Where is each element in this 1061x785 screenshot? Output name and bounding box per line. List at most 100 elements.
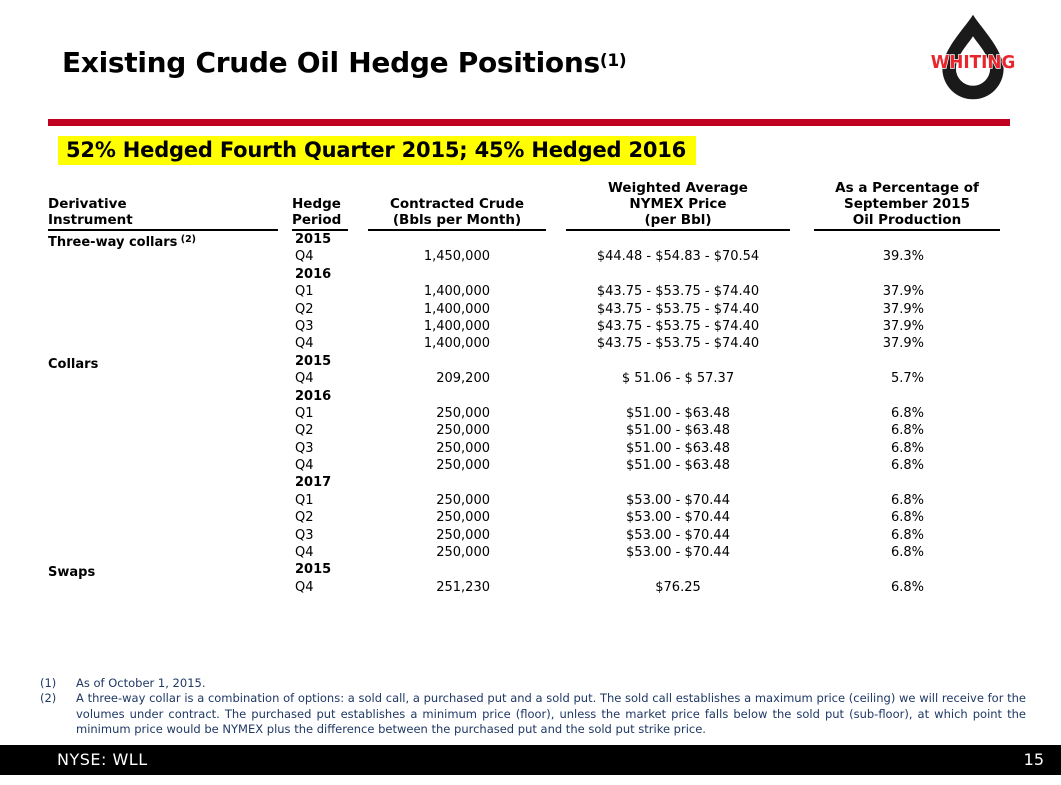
table-row: Q2 1,400,000 $43.75 - $53.75 - $74.40 37… (48, 301, 1000, 318)
table-body: Three-way collars (2) 2015 Q4 1,450,000 … (48, 231, 1000, 596)
table-row: 2016 (48, 266, 1000, 283)
cell-oil-production-pct: 6.8% (890, 405, 924, 421)
cell-hedge-period: Q1 (295, 492, 314, 508)
footnote: (2) A three-way collar is a combination … (40, 691, 1026, 737)
cell-derivative-instrument (48, 318, 278, 335)
cell-oil-production-pct (814, 388, 1000, 405)
cell-nymex-price: $44.48 - $54.83 - $70.54 (596, 249, 760, 265)
cell-contracted-crude: 209,200 (436, 371, 490, 387)
cell-hedge-period: 2017 (295, 475, 332, 491)
cell-nymex-price: $ 51.06 - $ 57.37 (621, 371, 735, 387)
footnote-text: A three-way collar is a combination of o… (76, 691, 1026, 737)
cell-derivative-instrument (48, 509, 278, 526)
cell-contracted-crude (368, 353, 546, 370)
table-row: Q4 1,450,000 $44.48 - $54.83 - $70.54 39… (48, 248, 1000, 265)
ticker-label: NYSE: WLL (57, 750, 148, 769)
cell-oil-production-pct: 6.8% (890, 510, 924, 526)
table-row: Q1 250,000 $53.00 - $70.44 6.8% (48, 492, 1000, 509)
table-row: Q2 250,000 $53.00 - $70.44 6.8% (48, 509, 1000, 526)
footnote-number: (2) (40, 691, 57, 706)
cell-hedge-period: 2015 (295, 353, 332, 369)
oil-drop-icon (942, 14, 1004, 100)
cell-hedge-period: Q4 (295, 249, 314, 265)
cell-nymex-price (566, 561, 790, 578)
cell-oil-production-pct: 39.3% (882, 249, 924, 265)
cell-nymex-price (566, 388, 790, 405)
cell-contracted-crude: 250,000 (436, 458, 490, 474)
cell-hedge-period: Q2 (295, 423, 314, 439)
cell-oil-production-pct (814, 474, 1000, 491)
cell-oil-production-pct (814, 231, 1000, 248)
table-row: 2017 (48, 474, 1000, 491)
cell-nymex-price (566, 266, 790, 283)
cell-nymex-price (566, 231, 790, 248)
cell-nymex-price: $51.00 - $63.48 (626, 423, 730, 439)
cell-nymex-price: $53.00 - $70.44 (626, 510, 730, 526)
cell-derivative-instrument (48, 370, 278, 387)
cell-derivative-instrument (48, 492, 278, 509)
cell-hedge-period: Q4 (295, 545, 314, 561)
cell-derivative-instrument (48, 527, 278, 544)
cell-nymex-price: $76.25 (655, 579, 701, 595)
table-row: Q3 250,000 $53.00 - $70.44 6.8% (48, 527, 1000, 544)
table-row: Q4 209,200 $ 51.06 - $ 57.37 5.7% (48, 370, 1000, 387)
cell-nymex-price: $53.00 - $70.44 (626, 545, 730, 561)
instrument-label: Three-way collars (48, 235, 178, 250)
cell-derivative-instrument (48, 283, 278, 300)
cell-contracted-crude: 250,000 (436, 510, 490, 526)
cell-hedge-period: 2016 (295, 388, 332, 404)
cell-contracted-crude (368, 231, 546, 248)
cell-contracted-crude: 1,400,000 (423, 336, 490, 352)
cell-hedge-period: Q1 (295, 405, 314, 421)
cell-derivative-instrument: Collars (48, 353, 278, 372)
cell-derivative-instrument (48, 474, 278, 491)
cell-contracted-crude: 250,000 (436, 405, 490, 421)
col-header-nymex-price: Weighted Average NYMEX Price (per Bbl) (566, 180, 790, 231)
cell-derivative-instrument (48, 248, 278, 265)
cell-nymex-price (566, 474, 790, 491)
cell-contracted-crude: 251,230 (436, 579, 490, 595)
table-row: Q2 250,000 $51.00 - $63.48 6.8% (48, 422, 1000, 439)
cell-nymex-price: $43.75 - $53.75 - $74.40 (596, 284, 760, 300)
table-row: 2016 (48, 388, 1000, 405)
cell-hedge-period: Q3 (295, 440, 314, 456)
cell-oil-production-pct: 37.9% (882, 336, 924, 352)
cell-hedge-period: Q4 (295, 371, 314, 387)
cell-nymex-price: $51.00 - $63.48 (626, 405, 730, 421)
cell-hedge-period: Q3 (295, 527, 314, 543)
cell-hedge-period: 2015 (295, 562, 332, 578)
cell-derivative-instrument (48, 544, 278, 561)
cell-nymex-price: $51.00 - $63.48 (626, 440, 730, 456)
cell-oil-production-pct: 6.8% (890, 545, 924, 561)
cell-hedge-period: Q1 (295, 284, 314, 300)
col-header-contracted-crude: Contracted Crude (Bbls per Month) (368, 196, 546, 231)
cell-nymex-price: $43.75 - $53.75 - $74.40 (596, 318, 760, 334)
cell-contracted-crude: 1,400,000 (423, 318, 490, 334)
hedge-positions-table: Derivative Instrument Hedge Period Contr… (48, 180, 1000, 596)
cell-nymex-price: $43.75 - $53.75 - $74.40 (596, 301, 760, 317)
table-row: Q1 250,000 $51.00 - $63.48 6.8% (48, 405, 1000, 422)
cell-contracted-crude: 250,000 (436, 440, 490, 456)
footer-bar: NYSE: WLL 15 (0, 745, 1061, 775)
cell-derivative-instrument (48, 388, 278, 405)
cell-derivative-instrument: Swaps (48, 561, 278, 580)
cell-oil-production-pct (814, 561, 1000, 578)
footnotes: (1) As of October 1, 2015. (2) A three-w… (40, 676, 1026, 738)
cell-derivative-instrument: Three-way collars (2) (48, 231, 278, 250)
cell-hedge-period: Q2 (295, 510, 314, 526)
footnote-text: As of October 1, 2015. (76, 676, 206, 690)
cell-oil-production-pct: 6.8% (890, 527, 924, 543)
divider-line (48, 119, 1010, 126)
title-footnote-reference: (1) (599, 51, 627, 71)
table-row: Q4 250,000 $51.00 - $63.48 6.8% (48, 457, 1000, 474)
cell-hedge-period: Q2 (295, 301, 314, 317)
cell-nymex-price: $53.00 - $70.44 (626, 492, 730, 508)
footnote-number: (1) (40, 676, 57, 690)
cell-derivative-instrument (48, 457, 278, 474)
table-row: Q3 250,000 $51.00 - $63.48 6.8% (48, 440, 1000, 457)
whiting-logo: WHITING (930, 14, 1016, 100)
col-header-oil-production-pct: As a Percentage of September 2015 Oil Pr… (814, 180, 1000, 231)
table-row: Q4 1,400,000 $43.75 - $53.75 - $74.40 37… (48, 335, 1000, 352)
col-header-hedge-period: Hedge Period (292, 196, 348, 231)
